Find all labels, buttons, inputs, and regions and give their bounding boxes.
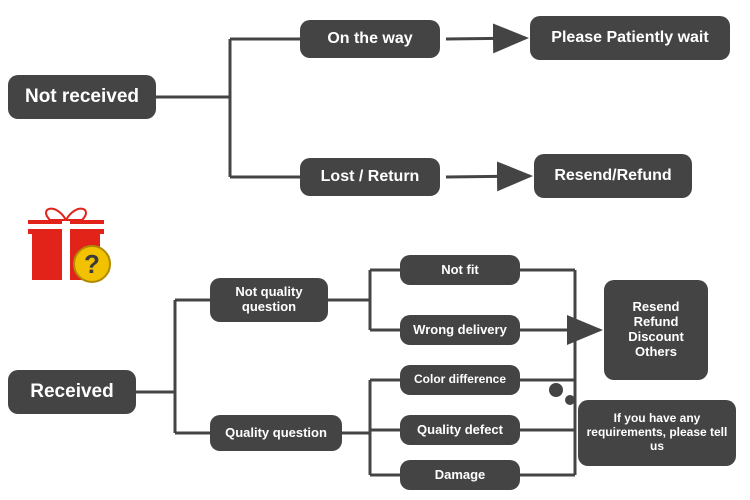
node-quality-q: Quality question	[210, 415, 342, 451]
node-quality-defect: Quality defect	[400, 415, 520, 445]
node-on-the-way: On the way	[300, 20, 440, 58]
node-not-received: Not received	[8, 75, 156, 119]
svg-text:?: ?	[84, 249, 100, 279]
thought-bubble-1	[565, 395, 575, 405]
node-color-diff: Color difference	[400, 365, 520, 395]
node-damage: Damage	[400, 460, 520, 490]
node-resolution: ResendRefundDiscountOthers	[604, 280, 708, 380]
node-lost-return: Lost / Return	[300, 158, 440, 196]
node-patiently-wait: Please Patiently wait	[530, 16, 730, 60]
node-not-quality: Not quality question	[210, 278, 328, 322]
node-received: Received	[8, 370, 136, 414]
gift-icon: ?	[20, 190, 120, 290]
node-not-fit: Not fit	[400, 255, 520, 285]
thought-bubble-0	[549, 383, 563, 397]
node-tell-us: If you have any requirements, please tel…	[578, 400, 736, 466]
node-resend-refund: Resend/Refund	[534, 154, 692, 198]
node-wrong-delivery: Wrong delivery	[400, 315, 520, 345]
